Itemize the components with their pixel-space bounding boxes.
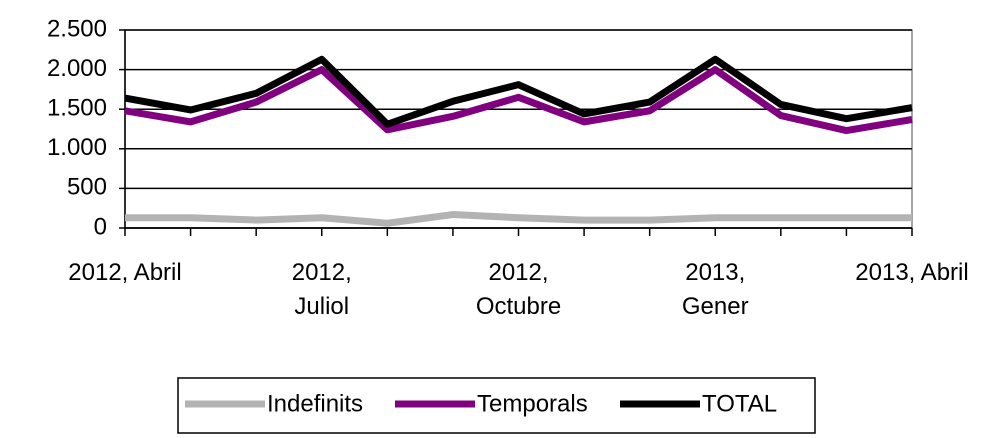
x-tick-label: 2012, Abril [68, 259, 182, 286]
legend-label: TOTAL [702, 390, 777, 417]
y-tick-label: 500 [67, 174, 107, 201]
series-line [124, 55, 913, 128]
x-tick-label: 2012, Octubre [475, 259, 562, 320]
legend-box [177, 377, 816, 434]
y-tick-label: 2.500 [47, 15, 107, 42]
series-line [125, 211, 912, 227]
x-tick-label: 2013, Abril [855, 259, 969, 286]
y-tick-label: 2.000 [47, 55, 107, 82]
x-tick-label: 2013, Gener [681, 259, 749, 320]
y-tick-label: 1.000 [47, 134, 107, 161]
plot-area [124, 29, 913, 229]
y-tick-label: 1.500 [47, 95, 107, 122]
legend-label: Indefinits [267, 390, 363, 417]
x-tick-label: 2012, Juliol [291, 259, 352, 320]
y-tick-label: 0 [94, 213, 107, 240]
legend-label: Temporals [477, 390, 588, 417]
series-line [124, 66, 913, 135]
